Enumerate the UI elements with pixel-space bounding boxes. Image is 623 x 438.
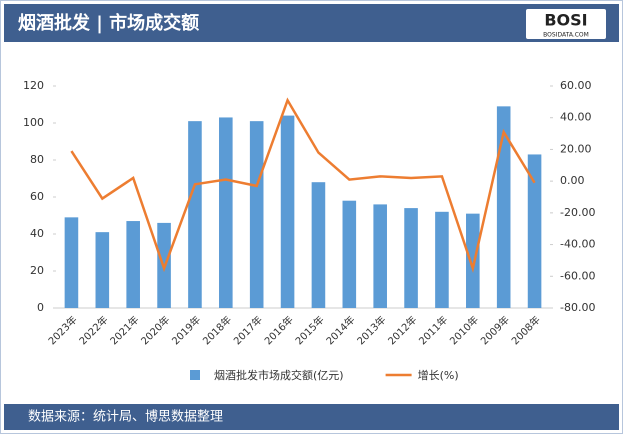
source: 数据来源：统计局、博思数据整理 [28,410,223,425]
bar [280,115,295,308]
legend-label: 烟酒批发市场成交额(亿元) [214,368,344,382]
logo-box [526,9,606,39]
y2-tick-label: -80.00 [560,301,595,314]
bar [64,217,79,308]
y-tick-label: 0 [37,301,44,314]
header-bar [4,4,619,42]
bar [466,213,480,308]
y2-tick-label: 40.00 [560,111,592,124]
bar [188,121,202,309]
y-tick-label: 100 [23,116,44,129]
bar [342,200,357,308]
bar [126,221,140,308]
y2-tick-label: 60.00 [560,79,592,92]
y2-tick-label: 20.00 [560,142,592,155]
y-tick-label: 80 [30,153,44,166]
footer-bar [4,404,619,430]
bar [311,182,326,308]
bar [496,106,511,308]
title: 烟酒批发 | 市场成交额 [18,12,199,34]
legend-label: 增长(%) [418,368,459,382]
y2-tick-label: -40.00 [560,238,595,251]
y2-tick-label: 0.00 [560,174,585,187]
legend-swatch [190,370,200,380]
y-tick-label: 20 [30,264,44,277]
y2-tick-label: -60.00 [560,269,595,282]
bar [373,204,387,308]
y2-tick-label: -20.00 [560,206,595,219]
bar [404,208,418,308]
logo-sub: BOSIDATA.COM [543,32,589,39]
y-tick-label: 60 [30,190,44,203]
bar [249,121,264,309]
bar [527,154,542,308]
logo: BOSI [544,11,587,30]
bar [435,211,449,308]
line [70,97,536,273]
y-tick-label: 40 [30,227,44,240]
y-tick-label: 120 [23,79,44,92]
bar [219,117,233,308]
bar [95,232,110,308]
